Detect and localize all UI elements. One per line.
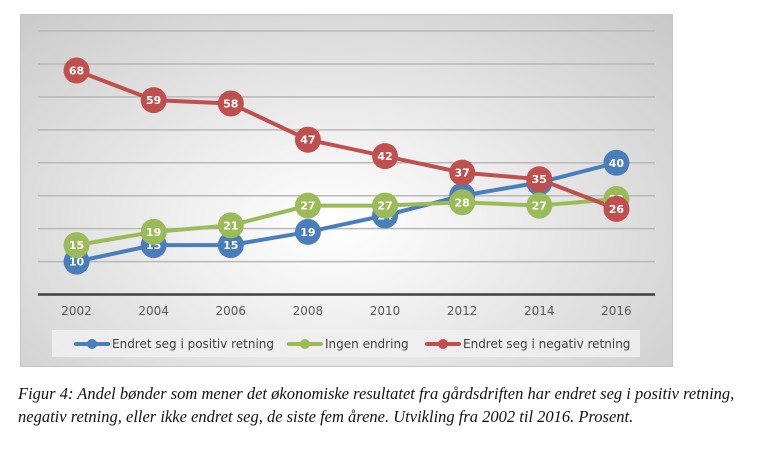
legend-swatch-no-change [287, 338, 323, 349]
gridlines [38, 30, 655, 263]
data-point: 15 [63, 232, 90, 259]
data-point: 27 [372, 192, 399, 219]
x-tick-label: 2002 [61, 304, 92, 318]
data-point: 42 [372, 143, 399, 170]
data-marker [526, 166, 553, 193]
figure-caption: Figur 4: Andel bønder som mener det økon… [18, 384, 735, 426]
data-label: 40 [609, 157, 625, 170]
data-label: 28 [455, 196, 470, 209]
data-label: 10 [69, 256, 85, 269]
x-tick-label: 2006 [216, 304, 247, 318]
x-tick-label: 2014 [524, 304, 555, 318]
data-marker [294, 126, 321, 153]
data-marker [63, 57, 90, 84]
data-marker [217, 90, 244, 117]
data-point: 37 [449, 159, 476, 186]
data-label: 59 [146, 94, 161, 107]
data-marker [140, 218, 167, 245]
legend-item-positive: Endret seg i positiv retning [74, 330, 274, 357]
data-label: 27 [532, 200, 547, 213]
legend-label-positive: Endret seg i positiv retning [112, 336, 275, 351]
data-point: 68 [63, 57, 90, 84]
data-label: 21 [223, 219, 238, 232]
data-point: 26 [603, 195, 630, 222]
data-label: 27 [300, 200, 315, 213]
x-tick-label: 2016 [601, 304, 632, 318]
legend-label-negative: Endret seg i negativ retning [463, 336, 631, 351]
x-tick-label: 2008 [293, 304, 324, 318]
data-marker [603, 195, 630, 222]
legend-item-negative: Endret seg i negativ retning [425, 330, 630, 357]
data-label: 15 [69, 239, 84, 252]
data-marker [217, 212, 244, 239]
data-point: 15 [217, 232, 244, 259]
legend-item-no-change: Ingen endring [287, 330, 409, 357]
data-label: 35 [532, 173, 547, 186]
data-label: 15 [223, 239, 238, 252]
data-point: 40 [603, 149, 630, 176]
data-marker [449, 159, 476, 186]
data-marker [449, 189, 476, 216]
data-label: 37 [455, 167, 470, 180]
data-label: 19 [146, 226, 161, 239]
x-tick-label: 2010 [370, 304, 401, 318]
data-point: 35 [526, 166, 553, 193]
data-marker [526, 192, 553, 219]
data-marker [603, 149, 630, 176]
x-tick-labels: 2002 2004 2006 2008 2010 2012 2014 2016 [61, 304, 631, 318]
data-marker [294, 218, 321, 245]
data-label: 27 [377, 200, 392, 213]
legend-label-no-change: Ingen endring [325, 336, 409, 351]
data-marker [63, 232, 90, 259]
data-point: 27 [294, 192, 321, 219]
data-marker [372, 143, 399, 170]
data-point: 59 [140, 87, 167, 114]
data-label: 58 [223, 97, 238, 110]
data-marker [294, 192, 321, 219]
data-label: 68 [69, 65, 84, 78]
data-label: 26 [609, 203, 625, 216]
data-label: 19 [300, 226, 315, 239]
legend: Endret seg i positiv retning Ingen endri… [52, 330, 640, 357]
data-label: 47 [300, 134, 315, 147]
data-point: 19 [294, 218, 321, 245]
data-marker [140, 87, 167, 114]
data-point: 19 [140, 218, 167, 245]
data-marker [372, 192, 399, 219]
data-point: 27 [526, 192, 553, 219]
series-points: 1015151924303440151921272728272968595847… [63, 57, 630, 275]
x-tick-label: 2004 [138, 304, 169, 318]
data-marker [217, 232, 244, 259]
legend-swatch-negative [425, 338, 461, 349]
data-label: 42 [377, 150, 392, 163]
x-tick-label: 2012 [447, 304, 478, 318]
data-point: 21 [217, 212, 244, 239]
data-point: 58 [217, 90, 244, 117]
legend-swatch-positive [74, 338, 110, 349]
data-point: 28 [449, 189, 476, 216]
data-point: 47 [294, 126, 321, 153]
